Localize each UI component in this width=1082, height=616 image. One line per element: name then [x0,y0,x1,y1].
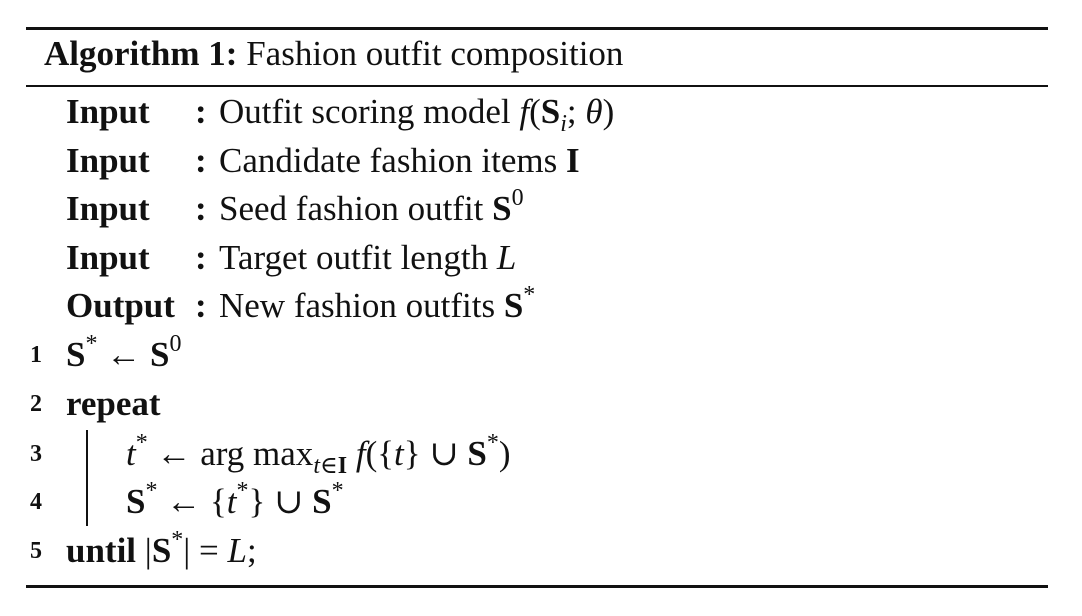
input-keyword: Input [66,238,150,277]
math-S: S [151,531,172,570]
input-value: Target outfit length L [219,234,516,282]
math-f: f [347,434,366,473]
math-semicolon: ; [247,531,257,570]
line-number: 4 [30,489,42,515]
input-value: Candidate fashion items I [219,137,580,185]
math-t: t [226,482,237,521]
repeat-keyword: repeat [66,384,161,423]
math-arrow: ← { [157,482,227,521]
math-S: S [126,482,146,521]
math-argmax-subscript: t∈I [313,453,347,479]
math-sup-0: 0 [169,331,182,358]
line-number: 5 [30,538,42,564]
line-body: S* ← {t*} ∪ S* [126,478,344,526]
until-keyword: until [66,531,137,570]
line-body: until |S*| = L; [66,527,257,575]
input-keyword: Input [66,141,150,180]
math-union: } ∪ [403,434,468,473]
line-number: 3 [30,441,42,467]
math-L: L [496,238,517,277]
line-body: S* ← S0 [66,331,181,379]
math-sub-i: i [560,111,567,137]
header-rule [26,85,1048,87]
math-sup-star: * [236,478,249,505]
math-arrow: ← [97,335,150,374]
math-S: S [492,189,512,228]
math-sup-star: * [145,478,158,505]
math-sup-0: 0 [511,185,524,212]
input-keyword: Input [66,189,150,228]
output-keyword: Output [66,286,175,325]
math-S: S [312,482,332,521]
math-union: } ∪ [248,482,313,521]
algorithm-label: Algorithm 1: [44,34,238,73]
output-value: New fashion outfits S* [219,282,535,330]
math-bar: | [136,531,152,570]
input-text: Outfit scoring model [219,92,511,131]
math-arrow: ← [147,434,201,473]
colon: : [195,92,207,131]
math-S: S [540,92,561,131]
math-lparen: ( [529,92,541,131]
math-S: S [503,286,524,325]
math-semicolon: ; [566,92,586,131]
math-sup-star: * [523,282,536,309]
input-text: Candidate fashion items [219,141,558,180]
math-L: L [227,531,247,570]
math-theta: θ [585,92,603,131]
math-f: f [519,92,530,131]
math-close: ) [498,434,511,473]
input-value: Outfit scoring model f(Si; θ) [219,88,614,136]
math-sub-t: t [313,453,320,479]
math-t: t [126,434,136,473]
colon: : [195,238,207,277]
output-text: New fashion outfits [219,286,496,325]
math-sup-star: * [331,478,344,505]
math-sub-I: I [337,453,348,479]
math-S: S [66,335,86,374]
loop-bar [86,430,88,526]
input-value: Seed fashion outfit S0 [219,185,524,233]
math-argmax: arg max [200,434,314,473]
math-equals: | = [183,531,228,570]
line-body: t* ← arg maxt∈I f({t} ∪ S*) [126,430,511,478]
input-keyword: Input [66,92,150,131]
math-t: t [394,434,404,473]
math-in: ∈ [319,453,338,479]
math-S: S [149,335,170,374]
math-sup-star: * [135,430,148,457]
math-sup-star: * [85,331,98,358]
line-number: 2 [30,391,42,417]
line-number: 1 [30,342,42,368]
math-I: I [566,141,580,180]
math-sup-star: * [171,527,184,554]
top-rule [26,27,1048,30]
math-S: S [467,434,487,473]
algorithm-name: Fashion outfit composition [246,34,624,73]
algorithm-title: Algorithm 1: Fashion outfit composition [44,31,623,77]
colon: : [195,286,207,325]
colon: : [195,189,207,228]
colon: : [195,141,207,180]
input-text: Seed fashion outfit [219,189,484,228]
math-open: ({ [365,434,395,473]
bottom-rule [26,585,1048,588]
math-rparen: ) [602,92,615,131]
input-text: Target outfit length [219,238,489,277]
math-sup-star: * [486,430,499,457]
